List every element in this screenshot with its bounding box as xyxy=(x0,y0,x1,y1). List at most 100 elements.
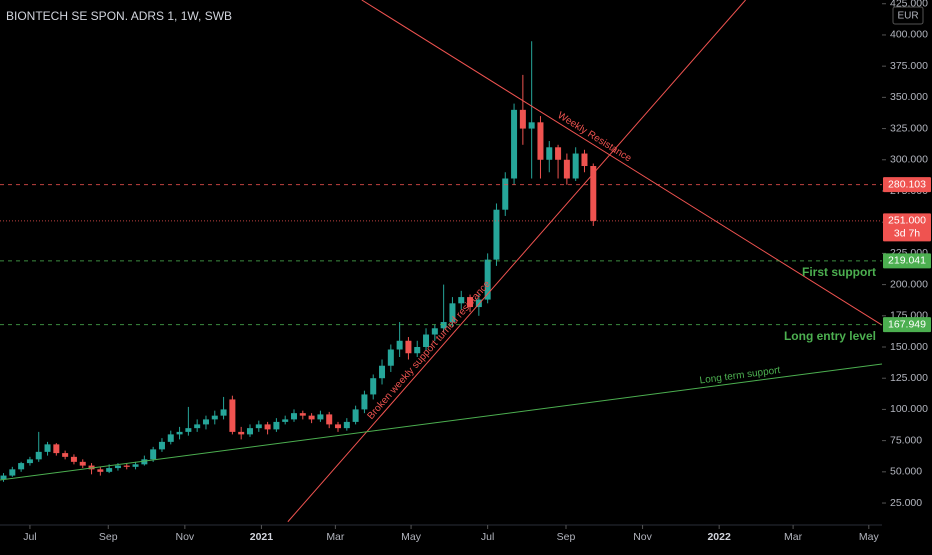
candle-body xyxy=(0,475,7,480)
candle-body xyxy=(343,421,350,429)
candle-body xyxy=(423,334,430,348)
candle-body xyxy=(546,147,553,160)
candle-body xyxy=(308,415,315,420)
trend-line xyxy=(0,363,883,481)
level-text: Long entry level xyxy=(784,329,876,343)
trend-line xyxy=(361,0,883,326)
candle-body xyxy=(158,441,165,450)
x-tick-label: 2021 xyxy=(250,531,274,543)
candle-body xyxy=(238,431,245,435)
candle-body xyxy=(211,415,218,420)
candle-body xyxy=(246,428,253,435)
candle-body xyxy=(202,419,209,425)
candle-body xyxy=(387,349,394,366)
y-tick-label: 350.000 xyxy=(890,91,928,103)
y-tick-label: 425.000 xyxy=(890,0,928,10)
candle-body xyxy=(97,469,104,472)
candle-body xyxy=(220,409,227,416)
candle-body xyxy=(123,465,130,467)
candle-body xyxy=(114,465,121,469)
candle-body xyxy=(431,328,438,335)
price-label: 280.103 xyxy=(888,178,926,190)
candle-body xyxy=(273,421,280,430)
y-tick-label: 200.000 xyxy=(890,278,928,290)
candle-body xyxy=(335,424,342,429)
y-tick-label: 225.000 xyxy=(890,247,928,259)
price-label-box xyxy=(883,177,931,193)
candle-body xyxy=(176,431,183,435)
candle-body xyxy=(9,469,16,476)
y-tick-label: 100.000 xyxy=(890,403,928,415)
level-text: First support xyxy=(802,265,876,279)
currency-box[interactable] xyxy=(892,6,924,25)
plot-area xyxy=(0,0,883,523)
x-tick-label: Mar xyxy=(326,531,345,543)
y-tick-label: 300.000 xyxy=(890,154,928,166)
candle-body xyxy=(572,153,579,179)
candle-body xyxy=(352,409,359,422)
candle-body xyxy=(282,419,289,422)
x-tick-label: Sep xyxy=(99,531,118,543)
candle-body xyxy=(405,340,412,354)
price-label-box xyxy=(883,317,931,333)
candle-body xyxy=(502,178,509,210)
x-tick-label: May xyxy=(859,531,880,543)
candle-body xyxy=(493,209,500,260)
candle-body xyxy=(62,453,69,457)
y-tick-label: 125.000 xyxy=(890,372,928,384)
x-tick-label: Jul xyxy=(481,531,494,543)
x-tick-label: Sep xyxy=(557,531,576,543)
y-tick-label: 50.000 xyxy=(890,466,922,478)
candle-body xyxy=(88,465,95,470)
price-countdown: 3d 7h xyxy=(894,228,920,240)
candle-body xyxy=(555,147,562,160)
candle-body xyxy=(299,413,306,416)
x-tick-label: 2022 xyxy=(707,531,731,543)
candle-body xyxy=(317,414,324,420)
candle-body xyxy=(563,159,570,179)
y-tick-label: 150.000 xyxy=(890,341,928,353)
candle-body xyxy=(361,394,368,410)
candle-body xyxy=(467,297,474,308)
candle-body xyxy=(440,322,447,329)
candle-body xyxy=(150,449,157,460)
candle-body xyxy=(79,461,86,466)
candle-body xyxy=(106,468,113,472)
candle-body xyxy=(194,424,201,429)
y-tick-label: 375.000 xyxy=(890,60,928,72)
candle-body xyxy=(141,459,148,465)
candle-body xyxy=(44,444,51,452)
price-label-box xyxy=(883,253,931,269)
candle-body xyxy=(484,259,491,300)
candle-body xyxy=(519,109,526,129)
candle-body xyxy=(396,340,403,350)
candle-body xyxy=(590,166,597,221)
candle-body xyxy=(167,434,174,442)
candle-body xyxy=(229,399,236,432)
x-tick-label: Jul xyxy=(23,531,36,543)
y-tick-label: 75.000 xyxy=(890,434,922,446)
y-tick-label: 400.000 xyxy=(890,29,928,41)
candle-body xyxy=(414,347,421,354)
candle-body xyxy=(53,444,60,454)
price-label: 251.000 xyxy=(888,215,926,227)
candle-body xyxy=(379,365,386,379)
y-tick-label: 25.000 xyxy=(890,497,922,509)
candle-body xyxy=(458,297,465,304)
trend-line xyxy=(287,0,746,523)
candle-body xyxy=(528,122,535,129)
candle-body xyxy=(326,414,333,425)
price-label: 167.949 xyxy=(888,318,926,330)
price-label-box xyxy=(883,213,931,242)
candle-body xyxy=(70,456,77,462)
currency: EUR xyxy=(897,11,918,22)
candle-body xyxy=(255,424,262,429)
x-tick-label: Nov xyxy=(176,531,195,543)
candle-body xyxy=(185,428,192,432)
candle-body xyxy=(449,303,456,323)
x-tick-label: Mar xyxy=(784,531,803,543)
candle-body xyxy=(581,153,588,167)
candle-body xyxy=(35,451,42,460)
